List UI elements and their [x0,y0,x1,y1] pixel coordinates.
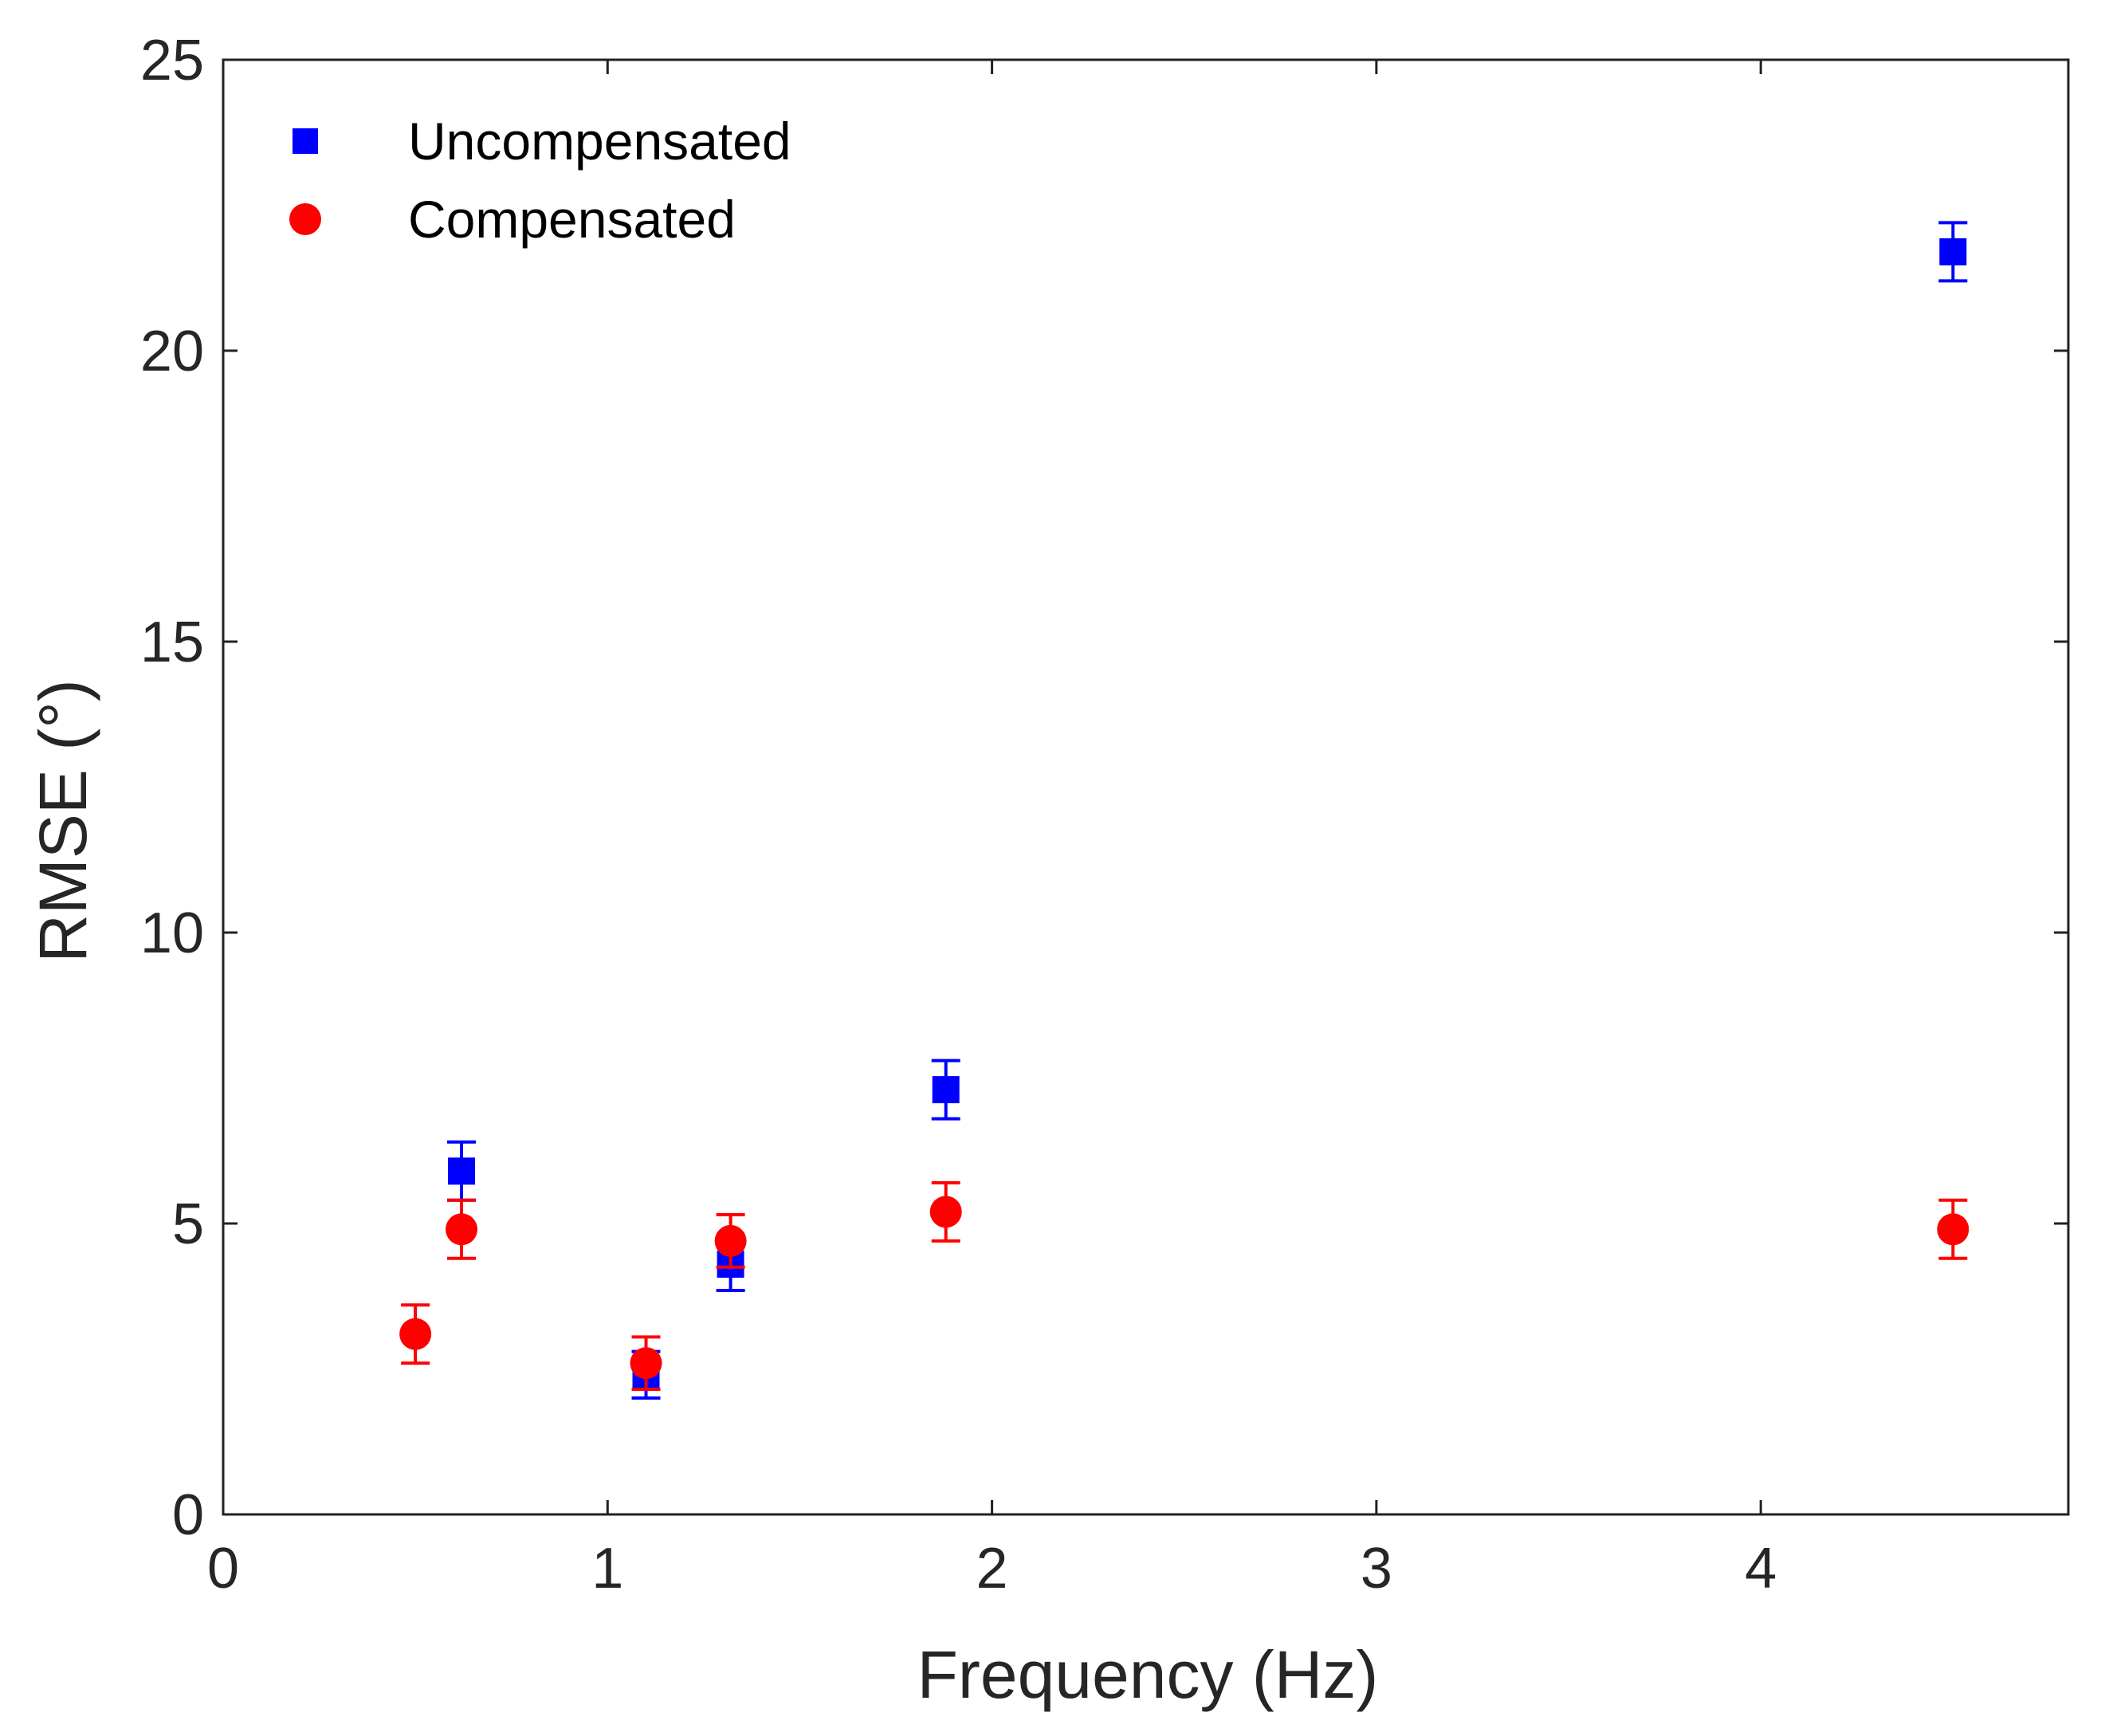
y-tick-label: 20 [140,320,204,383]
data-point-circle [1937,1213,1969,1246]
series-layer [399,221,1969,1400]
x-tick-label: 4 [1745,1537,1777,1600]
data-point-square [932,1076,960,1104]
legend-label: Compensated [408,190,736,249]
data-point-circle [929,1196,962,1228]
legend-marker-circle [289,203,321,235]
x-tick-label: 3 [1361,1537,1392,1600]
data-point-square [448,1157,476,1185]
legend: Uncompensated Compensated [289,112,791,249]
data-point-circle [630,1347,662,1380]
plot-border [222,58,2070,1516]
x-tick-label: 1 [591,1537,623,1600]
data-point-square [1939,238,1967,265]
x-tick-label: 0 [207,1537,239,1600]
x-tick-label: 2 [976,1537,1008,1600]
series-uncompensated [447,221,1968,1400]
y-tick-label: 10 [140,901,204,965]
y-tick-label: 15 [140,611,204,674]
data-point-circle [399,1318,432,1350]
series-compensated [399,1180,1969,1392]
data-point-circle [446,1213,478,1246]
legend-label: Uncompensated [408,112,791,171]
legend-marker-square [293,128,318,154]
y-tick-label: 25 [140,29,204,92]
y-tick-label: 0 [172,1483,204,1547]
x-axis-label: Frequency (Hz) [917,1637,1379,1712]
axis-tick-labels: 0 1 2 3 4 0 5 10 15 20 25 [140,29,1777,1600]
y-axis-label: RMSE (°) [26,679,100,963]
y-tick-label: 5 [172,1192,204,1256]
axis-ticks [222,58,2068,1516]
plot-frame [222,58,2070,1516]
data-point-circle [714,1224,747,1257]
